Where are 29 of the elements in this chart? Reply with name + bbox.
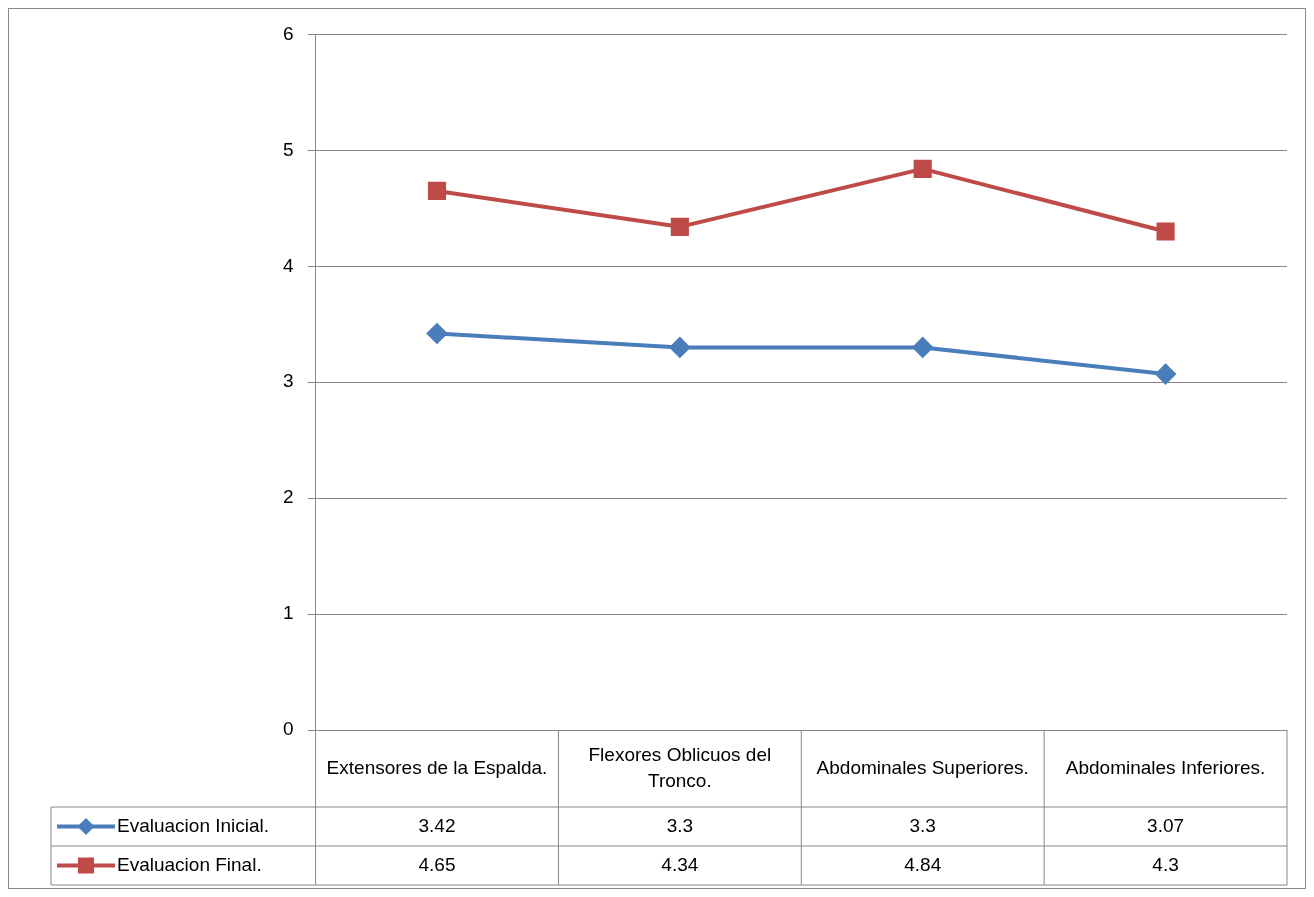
data-label: 3.3 — [909, 814, 936, 836]
y-tick-label: 4 — [282, 254, 294, 276]
y-tick-label: 3 — [282, 370, 294, 392]
data-label: 3.42 — [418, 814, 456, 836]
y-tick-label: 2 — [282, 486, 294, 508]
x-tick-label: Extensores de la Espalda. — [326, 756, 548, 778]
point — [669, 337, 690, 358]
point — [913, 159, 932, 178]
x-tick-label: Abdominales Inferiores. — [1065, 756, 1266, 778]
point — [427, 181, 447, 200]
data-label: 4.34 — [661, 853, 699, 875]
x-tick-label: Abdominales Superiores. — [816, 756, 1029, 778]
point — [427, 323, 447, 344]
legend-label: Evaluacion Final. — [117, 853, 262, 875]
data-label: 3.07 — [1147, 814, 1185, 836]
point — [912, 337, 933, 358]
y-tick-label: 1 — [282, 602, 294, 624]
y-tick-label: 0 — [282, 718, 294, 740]
x-tick-label: Flexores Oblicuos del Tronco. — [588, 743, 772, 791]
y-tick-label: 5 — [282, 138, 294, 160]
data-label: 4.84 — [904, 853, 942, 875]
data-label: 4.65 — [418, 853, 456, 875]
legend-label: Evaluacion Inicial. — [117, 814, 270, 836]
point — [670, 217, 689, 236]
point — [1156, 222, 1175, 241]
data-label: 3.3 — [666, 814, 694, 836]
data-label: 4.3 — [1152, 853, 1179, 875]
point — [1155, 364, 1176, 385]
y-tick-label: 6 — [282, 22, 294, 44]
